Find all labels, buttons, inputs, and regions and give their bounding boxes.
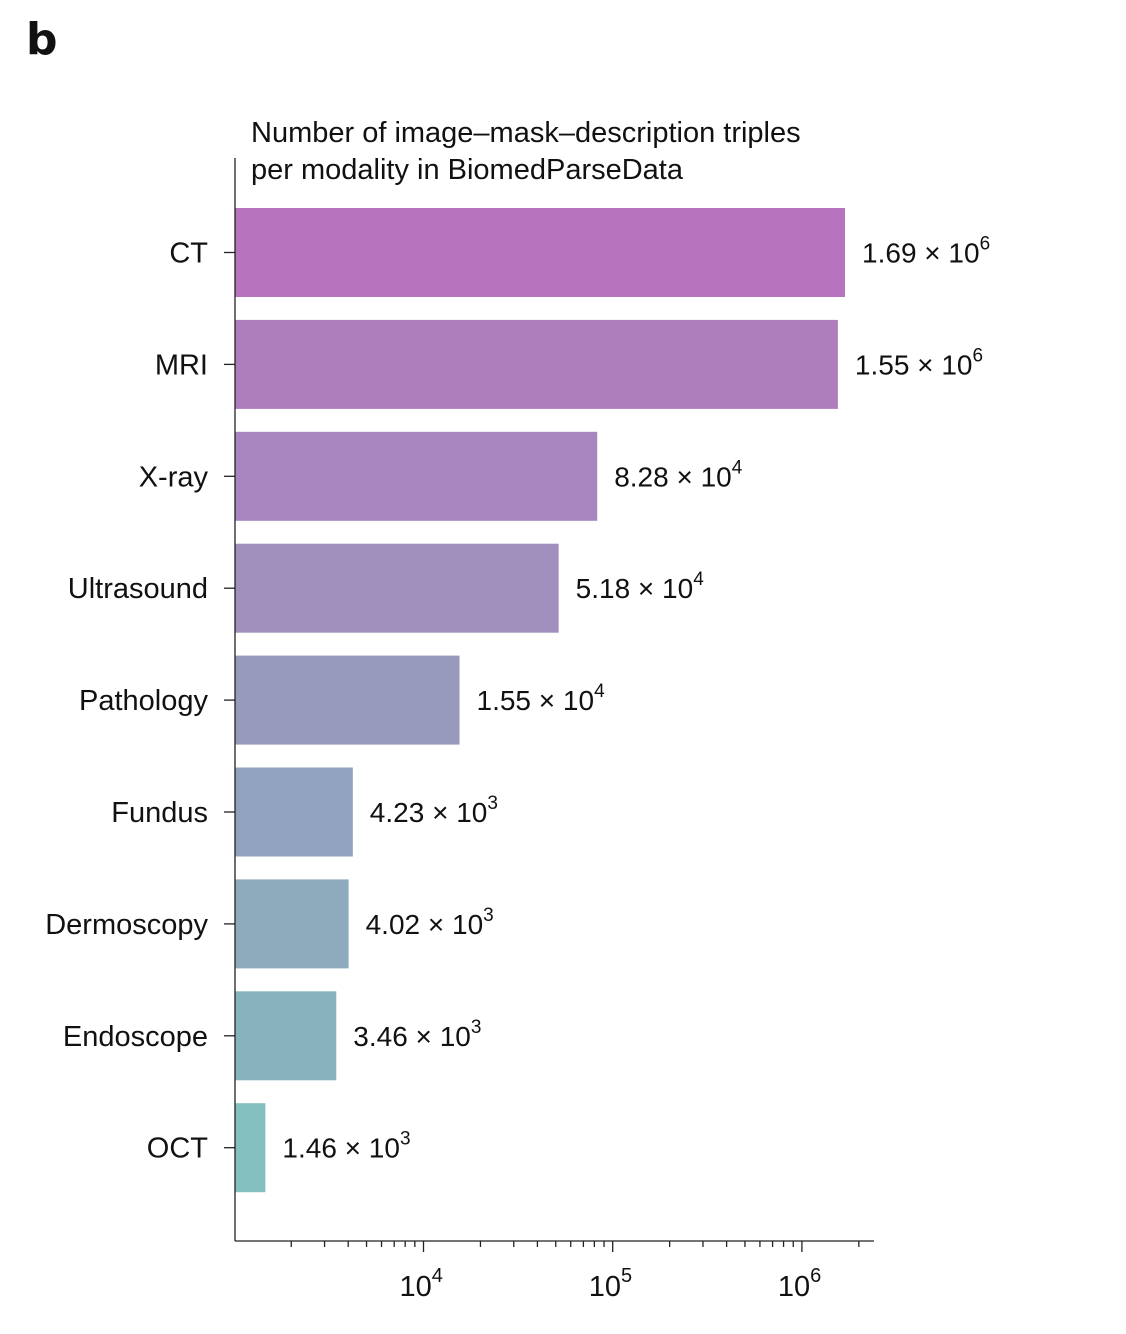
bar-endoscope bbox=[235, 991, 337, 1081]
category-label: MRI bbox=[155, 349, 208, 381]
category-label: Fundus bbox=[111, 797, 208, 829]
value-labels: 1.69 × 106 1.55 × 106 8.28 × 104 5.18 × 104… bbox=[282, 234, 990, 1164]
bar-oct bbox=[235, 1103, 266, 1193]
category-label: Pathology bbox=[79, 685, 208, 717]
bar-fundus bbox=[235, 767, 353, 857]
bar-ultrasound bbox=[235, 543, 559, 633]
value-label: 1.69 × 106 bbox=[862, 234, 990, 269]
value-label: 1.55 × 106 bbox=[855, 345, 983, 380]
bar-pathology bbox=[235, 655, 460, 745]
category-label: CT bbox=[169, 238, 208, 270]
value-label: 4.02 × 103 bbox=[366, 905, 494, 940]
category-label: Endoscope bbox=[63, 1021, 208, 1053]
bar-mri bbox=[235, 319, 838, 409]
value-label: 5.18 × 104 bbox=[576, 569, 705, 604]
chart-title: Number of image–mask–description triples… bbox=[251, 117, 801, 186]
chart-title-line: per modality in BiomedParseData bbox=[251, 154, 684, 186]
bar-x-ray bbox=[235, 431, 598, 521]
bar-dermoscopy bbox=[235, 879, 349, 969]
value-label: 4.23 × 103 bbox=[370, 793, 498, 828]
axes: 104 105 106 bbox=[224, 158, 874, 1303]
value-label: 1.55 × 104 bbox=[477, 681, 606, 716]
category-label: OCT bbox=[147, 1133, 209, 1165]
bar-ct bbox=[235, 208, 846, 297]
value-label: 8.28 × 104 bbox=[614, 457, 743, 492]
x-tick-label: 105 bbox=[589, 1265, 632, 1303]
category-label: Ultrasound bbox=[68, 573, 208, 605]
x-tick-label: 106 bbox=[778, 1265, 821, 1303]
category-labels: CT MRI X-ray Ultrasound Pathology Fundus Dermo… bbox=[45, 238, 208, 1165]
chart-title-line: Number of image–mask–description triples bbox=[251, 117, 801, 149]
x-tick-label: 104 bbox=[400, 1265, 443, 1303]
value-label: 1.46 × 103 bbox=[282, 1129, 410, 1164]
panel-letter: b bbox=[26, 14, 58, 65]
category-label: Dermoscopy bbox=[45, 909, 208, 941]
category-label: X-ray bbox=[139, 461, 209, 493]
bars bbox=[235, 208, 846, 1193]
value-label: 3.46 × 103 bbox=[353, 1017, 481, 1052]
